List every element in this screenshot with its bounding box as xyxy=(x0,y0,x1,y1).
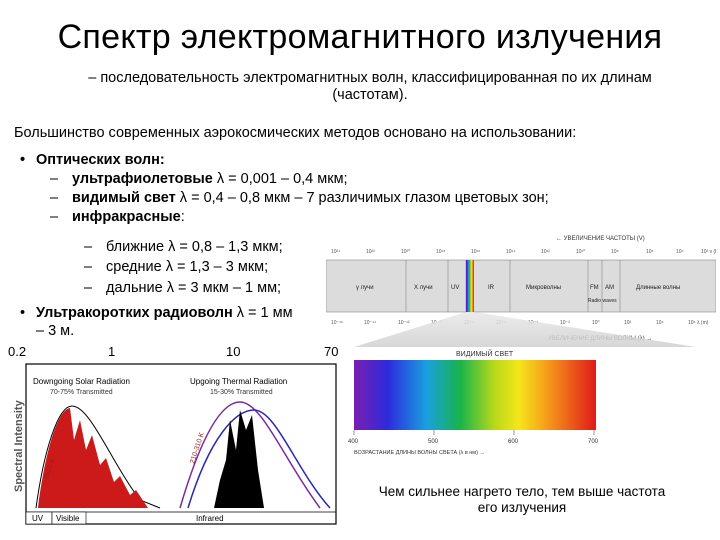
mid-ir-text: средние λ = 1,3 – 3 мкм; xyxy=(106,259,269,275)
svg-text:500: 500 xyxy=(428,439,439,445)
visible-light-title: ВИДИМЫЙ СВЕТ xyxy=(456,349,514,358)
downgoing-subtitle: 70-75% Transmitted xyxy=(50,389,113,396)
caption: Чем сильнее нагрето тело, тем выше часто… xyxy=(378,484,666,515)
infrared-colon: : xyxy=(180,209,185,225)
list-item-far-ir: – дальние λ = 3 мкм – 1 мм; xyxy=(84,280,282,296)
svg-text:700: 700 xyxy=(588,439,599,445)
optical-label: Оптических волн: xyxy=(36,152,165,168)
upgoing-title: Upgoing Thermal Radiation xyxy=(190,377,287,386)
band-uv: UV xyxy=(451,285,459,291)
svg-text:10¹⁶: 10¹⁶ xyxy=(471,249,480,255)
band-xray: X лучи xyxy=(414,285,433,291)
visible-region xyxy=(51,511,87,525)
svg-text:10⁻¹⁶: 10⁻¹⁶ xyxy=(331,320,343,326)
svg-text:0.2: 0.2 xyxy=(8,344,26,359)
svg-text:10⁻²: 10⁻² xyxy=(560,320,570,326)
svg-text:400: 400 xyxy=(348,439,359,445)
band-gamma: γ лучи xyxy=(356,285,374,291)
spectrum-band-bar xyxy=(326,259,716,313)
svg-text:10⁶ λ (m): 10⁶ λ (m) xyxy=(688,320,709,326)
band-long-waves: Длинные волны xyxy=(636,285,680,291)
uv-region-label: UV xyxy=(32,514,44,523)
svg-text:10²⁰: 10²⁰ xyxy=(401,249,410,255)
visible-axis-label: ВОЗРАСТАНИЕ ДЛИНЫ ВОЛНЫ СВЕТА (λ в нм) → xyxy=(354,450,485,456)
svg-text:10²⁴: 10²⁴ xyxy=(331,249,340,255)
svg-text:10²²: 10²² xyxy=(366,249,375,255)
svg-text:70: 70 xyxy=(324,344,338,359)
visible-term: видимый свет xyxy=(72,190,176,206)
band-labels: γ лучи X лучи UV IR Микроволны FM AM Дли… xyxy=(356,285,680,304)
thermal-curve-cool xyxy=(187,409,331,509)
svg-text:1: 1 xyxy=(108,344,115,359)
freq-axis-label: ← УВЕЛИЧЕНИЕ ЧАСТОТЫ (V) xyxy=(556,236,645,242)
svg-text:10¹⁴: 10¹⁴ xyxy=(506,249,515,255)
visible-band-strip xyxy=(466,260,474,312)
far-ir-text: дальние λ = 3 мкм – 1 мм; xyxy=(106,280,282,296)
visible-tick-labels: 400 500 600 700 xyxy=(348,439,599,445)
list-item-near-ir: – ближние λ = 0,8 – 1,3 мкм; xyxy=(84,239,283,255)
list-item-uv: – ультрафиолетовые λ = 0,001 – 0,4 мкм; xyxy=(50,171,348,187)
infrared-region-label: Infrared xyxy=(196,514,224,523)
svg-text:10⁰: 10⁰ xyxy=(592,320,600,326)
solar-transmitted-fill xyxy=(38,408,148,508)
visible-ticks xyxy=(353,430,595,435)
intro-text: Большинство современных аэрокосмических … xyxy=(14,125,577,141)
list-item-optical: • Оптических волн: xyxy=(20,152,165,168)
radiation-axis-ticks: 0.2 1 10 70 xyxy=(8,344,338,359)
uv-value: λ = 0,001 – 0,4 мкм; xyxy=(216,171,348,187)
svg-text:10⁸: 10⁸ xyxy=(611,249,619,255)
band-fm: FM xyxy=(590,285,599,291)
downgoing-title: Downgoing Solar Radiation xyxy=(33,377,130,386)
svg-text:10⁶: 10⁶ xyxy=(646,249,654,255)
svg-text:10² ν (Hz): 10² ν (Hz) xyxy=(701,249,716,255)
svg-text:10⁴: 10⁴ xyxy=(676,249,684,255)
visible-expansion-fan xyxy=(354,312,696,347)
radio-term: Ультракоротких радиоволн xyxy=(36,305,233,321)
near-ir-text: ближние λ = 0,8 – 1,3 мкм; xyxy=(106,239,283,255)
svg-text:10: 10 xyxy=(226,344,240,359)
infrared-term: инфракрасные xyxy=(72,209,181,225)
svg-text:10⁻¹²: 10⁻¹² xyxy=(398,320,410,326)
list-item-visible: – видимый свет λ = 0,4 – 0,8 мкм – 7 разл… xyxy=(50,190,549,206)
list-item-radio: • Ультракоротких радиоволн λ = 1 мм xyxy=(20,305,293,321)
svg-text:10¹⁸: 10¹⁸ xyxy=(436,249,445,255)
page-title: Спектр электромагнитного излучения xyxy=(57,18,663,56)
list-item-infrared: – инфракрасные: xyxy=(50,209,185,225)
solar-curve xyxy=(35,405,161,509)
radio-value: λ = 1 мм xyxy=(236,305,293,321)
band-am: AM xyxy=(605,285,614,291)
spectral-intensity-label: Spectral Intensity xyxy=(13,399,25,492)
svg-text:10¹⁰: 10¹⁰ xyxy=(576,249,585,255)
band-ir: IR xyxy=(488,285,495,291)
visible-region-label: Visible xyxy=(56,514,80,523)
bullet-icon: • xyxy=(20,305,26,321)
list-item-mid-ir: – средние λ = 1,3 – 3 мкм; xyxy=(84,259,269,275)
thermal-absorption-fill xyxy=(214,410,264,508)
svg-text:10¹²: 10¹² xyxy=(541,249,550,255)
uv-term: ультрафиолетовые xyxy=(72,171,213,187)
freq-ticks: 10²⁴ 10²² 10²⁰ 10¹⁸ 10¹⁶ 10¹⁴ 10¹² 10¹⁰ 10⁸ 10… xyxy=(331,249,716,255)
thermal-curve-warm xyxy=(179,401,321,509)
radio-value-continued: – 3 м. xyxy=(36,323,75,339)
visible-spectrum xyxy=(354,360,596,430)
visible-value: λ = 0,4 – 0,8 мкм – 7 различимых глазом … xyxy=(179,190,549,206)
svg-text:10⁴: 10⁴ xyxy=(656,320,664,326)
radiation-graph: 0.2 1 10 70 Spectral Intensity Downgoing… xyxy=(8,344,338,525)
svg-text:10²: 10² xyxy=(624,320,632,326)
svg-text:10⁻¹⁴: 10⁻¹⁴ xyxy=(364,320,376,326)
subtitle: – последовательность электромагнитных во… xyxy=(88,70,652,103)
bullet-icon: • xyxy=(20,152,26,168)
em-spectrum-diagram: ← УВЕЛИЧЕНИЕ ЧАСТОТЫ (V) 10²⁴ 10²² 10²⁰ 10… xyxy=(326,236,716,456)
svg-text:600: 600 xyxy=(508,439,519,445)
radio-waves-label: Radio waves xyxy=(588,298,617,304)
band-microwave: Микроволны xyxy=(526,285,561,291)
upgoing-subtitle: 15-30% Transmitted xyxy=(210,389,273,396)
